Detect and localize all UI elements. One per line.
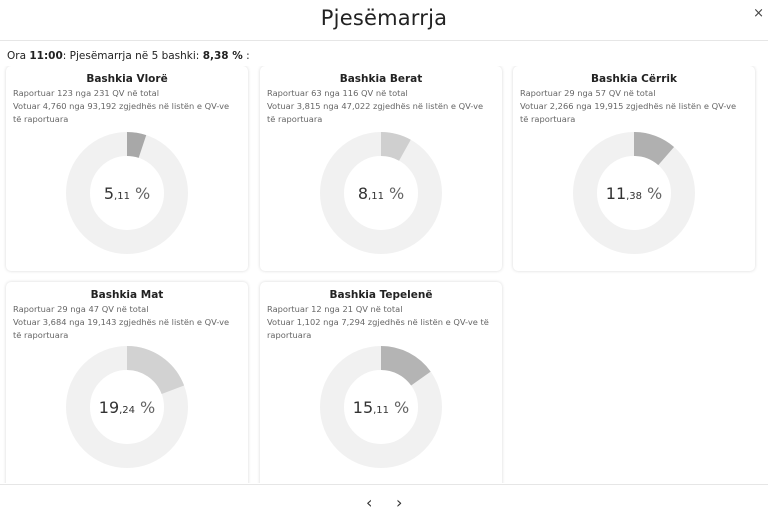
card-reported-text: Raportuar 29 nga 57 QV në total [520,88,656,98]
turnout-percent: 15,11% [319,345,443,469]
municipality-card: Bashkia Berat Raportuar 63 nga 116 QV në… [260,66,502,271]
percent-symbol: % [140,397,156,417]
donut-turnout-arc [320,132,442,254]
percent-symbol: % [647,183,663,203]
modal-title: Pjesëmarrja [320,6,448,30]
card-title: Bashkia Cërrik [591,73,677,85]
prev-page-button[interactable]: ‹ [366,493,373,512]
card-title: Bashkia Tepelenë [329,289,433,301]
municipality-card: Bashkia Cërrik Raportuar 29 nga 57 QV në… [513,66,755,271]
close-icon[interactable]: × [753,6,764,21]
pagination-footer: ‹ › [0,484,768,525]
card-title: Bashkia Berat [339,73,423,85]
percent-decimal: ,11 [114,190,130,202]
turnout-donut: 19,24% [65,345,189,469]
municipality-card: Bashkia Mat Raportuar 29 nga 47 QV në to… [6,282,248,483]
percent-int: 15 [352,397,374,417]
percent-int: 5 [103,183,115,203]
municipality-card: Bashkia Vlorë Raportuar 123 nga 231 QV n… [6,66,248,271]
summary-percent: 8,38 % [202,50,243,62]
percent-decimal: ,24 [119,404,136,416]
donut-turnout-arc [320,346,442,468]
turnout-summary: Ora 11:00: Pjesëmarrja në 5 bashki: 8,38… [7,50,250,62]
card-reported-text: Raportuar 123 nga 231 QV në total [13,88,160,98]
percent-symbol: % [394,397,410,417]
card-voted-text: Votuar 3,684 nga 19,143 zgjedhës në list… [13,317,230,340]
card-voted-text: Votuar 1,102 nga 7,294 zgjedhës në listë… [267,317,489,340]
percent-decimal: ,38 [626,190,643,202]
donut-turnout-arc [573,132,695,254]
percent-decimal: ,11 [368,190,384,202]
card-voted-text: Votuar 2,266 nga 19,915 zgjedhës në list… [520,101,737,124]
percent-int: 11 [605,183,627,203]
summary-mid: : Pjesëmarrja në 5 bashki: [62,50,203,62]
percent-symbol: % [134,183,151,203]
cards-area[interactable]: Bashkia Vlorë Raportuar 123 nga 231 QV n… [0,66,768,483]
modal-header: Pjesëmarrja × [0,0,768,41]
donut-turnout-arc [66,132,188,254]
turnout-percent: 19,24% [65,345,189,469]
summary-suffix: : [242,50,250,62]
turnout-donut: 5,11% [65,131,189,255]
card-voted-text: Votuar 3,815 nga 47,022 zgjedhës në list… [267,101,484,124]
turnout-donut: 8,11% [319,131,443,255]
card-voted-text: Votuar 4,760 nga 93,192 zgjedhës në list… [13,101,230,124]
card-title: Bashkia Vlorë [86,73,168,85]
turnout-donut: 11,38% [572,131,696,255]
turnout-percent: 8,11% [319,131,443,255]
card-reported-text: Raportuar 29 nga 47 QV në total [13,304,149,314]
percent-int: 19 [98,397,120,417]
percent-symbol: % [388,183,405,203]
turnout-percent: 5,11% [65,131,189,255]
turnout-percent: 11,38% [572,131,696,255]
municipality-card: Bashkia Tepelenë Raportuar 12 nga 21 QV … [260,282,502,483]
card-reported-text: Raportuar 63 nga 116 QV në total [267,88,408,98]
turnout-donut: 15,11% [319,345,443,469]
card-title: Bashkia Mat [90,289,164,301]
summary-time: 11:00 [29,50,63,62]
next-page-button[interactable]: › [396,493,403,512]
donut-turnout-arc [66,346,188,468]
percent-decimal: ,11 [373,404,390,416]
card-reported-text: Raportuar 12 nga 21 QV në total [267,304,403,314]
summary-prefix: Ora [7,50,30,62]
percent-int: 8 [357,183,369,203]
